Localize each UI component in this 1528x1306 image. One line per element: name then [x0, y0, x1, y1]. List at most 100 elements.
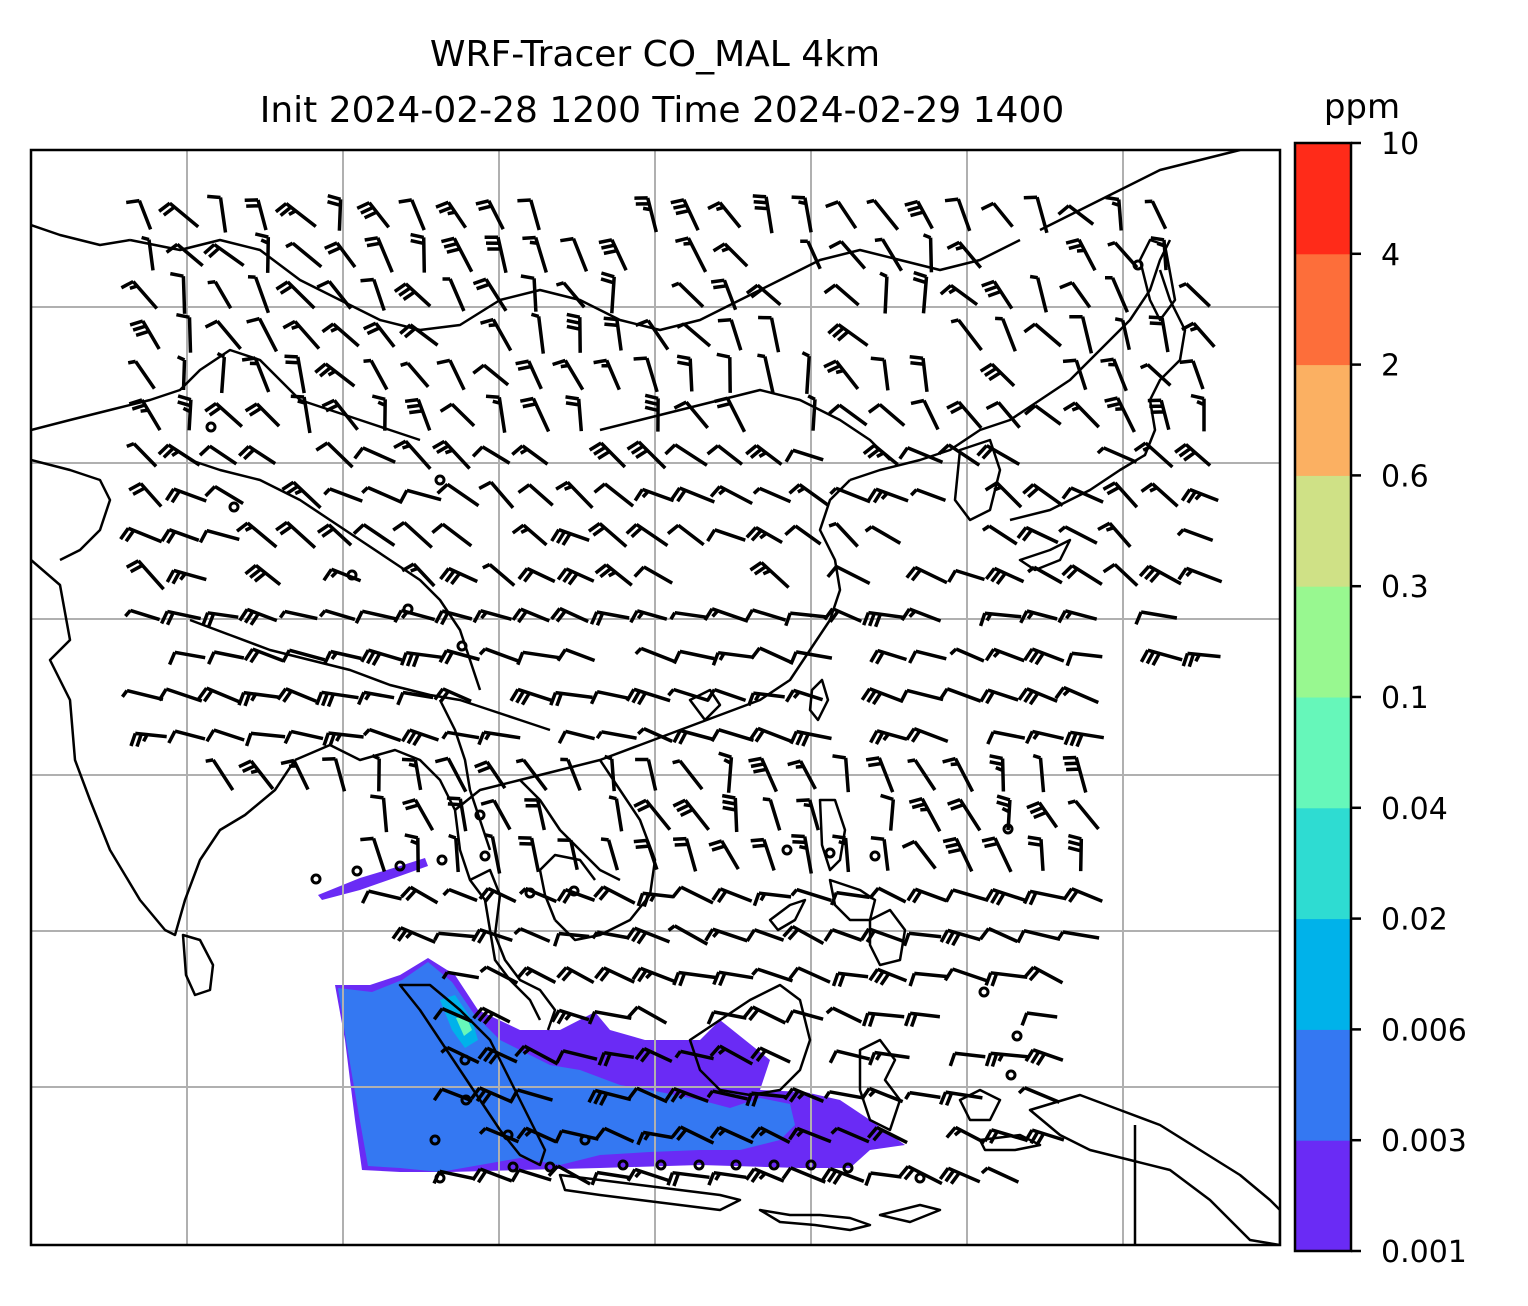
calm-wind-circle [655, 1159, 667, 1171]
wind-barb [672, 798, 711, 831]
wind-barb [1178, 282, 1212, 308]
wind-barb [749, 561, 790, 589]
wind-barb [204, 319, 242, 351]
wind-barb [905, 726, 949, 744]
wind-barb [1023, 322, 1063, 348]
wind-barb [745, 928, 785, 942]
wind-barb [440, 236, 474, 273]
new-guinea [1028, 1093, 1280, 1245]
wind-barb [672, 970, 716, 987]
wind-barb [796, 798, 820, 831]
colorbar-segment [1295, 475, 1351, 587]
wind-barb [784, 611, 826, 627]
wind-barb [1179, 359, 1205, 390]
wind-barb [243, 647, 285, 664]
wind-barb [125, 559, 165, 591]
china-west-border [189, 458, 482, 691]
wind-barb [1057, 930, 1100, 940]
wind-barb [939, 928, 981, 947]
wind-barb [284, 354, 306, 394]
wind-barb [1114, 317, 1132, 351]
wind-barb [322, 731, 364, 747]
wind-barb [673, 400, 710, 430]
chart-title-line1: WRF-Tracer CO_MAL 4km [430, 34, 880, 75]
wind-barb [1065, 238, 1097, 272]
wind-barb [908, 649, 947, 664]
calm-wind-circle [460, 1094, 472, 1106]
wind-barb [1023, 1128, 1065, 1146]
wind-barb [176, 312, 193, 353]
wind-barb [434, 756, 468, 793]
wind-barb [633, 565, 674, 585]
chart-title-line2: Init 2024-02-28 1200 Time 2024-02-29 140… [260, 90, 1065, 131]
wind-barb [404, 397, 432, 432]
wind-barb [981, 524, 1018, 546]
wind-barb [870, 836, 890, 871]
wind-barb [910, 398, 940, 431]
colorbar-unit-label: ppm [1324, 87, 1400, 127]
wind-barb [745, 525, 783, 545]
calm-wind-circle [805, 1159, 817, 1171]
wind-barb [484, 235, 508, 274]
calm-wind-circle [693, 1159, 705, 1171]
wind-barb [709, 484, 754, 506]
wind-barb [471, 445, 511, 465]
calm-wind-circle [842, 1162, 854, 1174]
wind-barb [869, 729, 908, 745]
wind-barb [1023, 195, 1049, 234]
wind-barb [1029, 274, 1048, 313]
wind-barb [860, 687, 904, 706]
wind-barbs [119, 194, 1223, 1187]
wind-barb [828, 239, 867, 270]
wind-barb [671, 885, 714, 905]
wind-barb [472, 609, 512, 624]
wind-barb [433, 931, 476, 941]
wind-barb [598, 238, 628, 271]
wind-barb [757, 353, 775, 394]
wind-barb [981, 836, 1013, 873]
wind-barb [315, 441, 354, 469]
wind-barb [436, 358, 466, 391]
wind-barb [401, 562, 436, 588]
wind-barb [587, 1088, 632, 1107]
wind-barb [594, 563, 633, 587]
calm-wind-circle [205, 421, 217, 433]
india-coast [31, 559, 297, 937]
wind-barb [1105, 276, 1130, 313]
wind-barb [290, 394, 312, 434]
colorbar-segment [1295, 1140, 1351, 1252]
wind-barb [480, 317, 513, 352]
wind-barb [244, 564, 282, 586]
wind-barb [470, 1086, 514, 1105]
wind-barb [552, 358, 585, 391]
wind-barb [867, 402, 906, 427]
calm-wind-circle [730, 1159, 742, 1171]
wind-barb [550, 606, 589, 624]
wind-barb [207, 194, 228, 233]
wind-barb [750, 1126, 791, 1144]
wind-barb [1062, 358, 1088, 391]
wind-barb [880, 793, 896, 831]
calm-wind-circle [434, 1172, 446, 1184]
wind-barb [996, 794, 1012, 831]
wind-barb [946, 240, 983, 269]
wind-barb [670, 486, 716, 504]
wind-barb [593, 885, 636, 905]
wind-barb [204, 485, 245, 505]
wind-barb [120, 688, 164, 702]
wind-barb [594, 1126, 635, 1144]
calm-wind-circle [768, 1159, 780, 1171]
wind-barb [947, 797, 982, 832]
wind-barb [636, 1130, 674, 1146]
calm-wind-circle [1002, 823, 1014, 835]
wind-barb [160, 528, 200, 544]
wind-barb [902, 931, 942, 947]
wind-barb [667, 687, 710, 703]
wind-barb [510, 1168, 552, 1183]
wind-barb [396, 690, 434, 706]
wind-barb [126, 441, 158, 468]
wind-barb [237, 444, 277, 466]
wind-barb [1022, 483, 1064, 507]
wind-barb [829, 890, 870, 906]
wind-barb [791, 834, 814, 874]
